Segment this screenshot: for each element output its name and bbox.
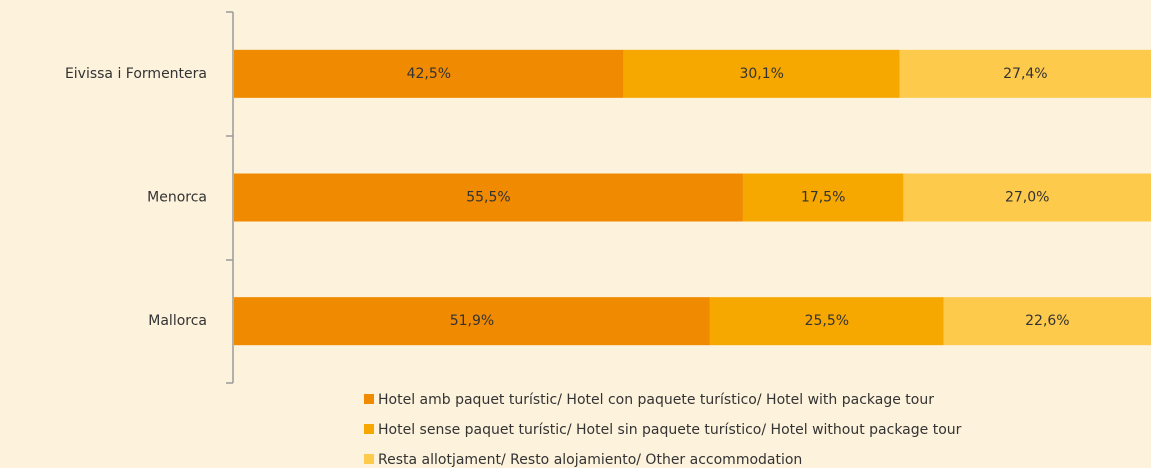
bar-segment [234,49,624,98]
value-label: 51,9% [450,313,494,329]
bar-segment [234,297,710,346]
bar-segment [709,297,944,346]
y-tick-label: Eivissa i Formentera [65,66,207,82]
bar-segment [742,173,904,222]
legend-label: Resta allotjament/ Resto alojamiento/ Ot… [378,452,802,468]
bar-segment [623,49,900,98]
legend-swatch [364,424,374,434]
legend-swatch [364,454,374,464]
value-label: 42,5% [407,66,451,82]
bar-segment [899,49,1151,98]
value-label: 55,5% [466,190,510,206]
y-tick-label: Mallorca [148,313,207,329]
value-label: 25,5% [805,313,849,329]
y-tick-label: Menorca [147,190,207,206]
value-label: 30,1% [739,66,783,82]
legend-swatch [364,394,374,404]
value-label: 22,6% [1025,313,1069,329]
bar-segment [234,173,743,222]
value-label: 27,4% [1003,66,1047,82]
bar-segment [943,297,1151,346]
category-axis [226,11,234,384]
bar-segment [903,173,1151,222]
value-label: 27,0% [1005,190,1049,206]
value-label: 17,5% [801,190,845,206]
legend-label: Hotel sense paquet turístic/ Hotel sin p… [378,422,962,438]
legend-label: Hotel amb paquet turístic/ Hotel con paq… [378,392,934,408]
